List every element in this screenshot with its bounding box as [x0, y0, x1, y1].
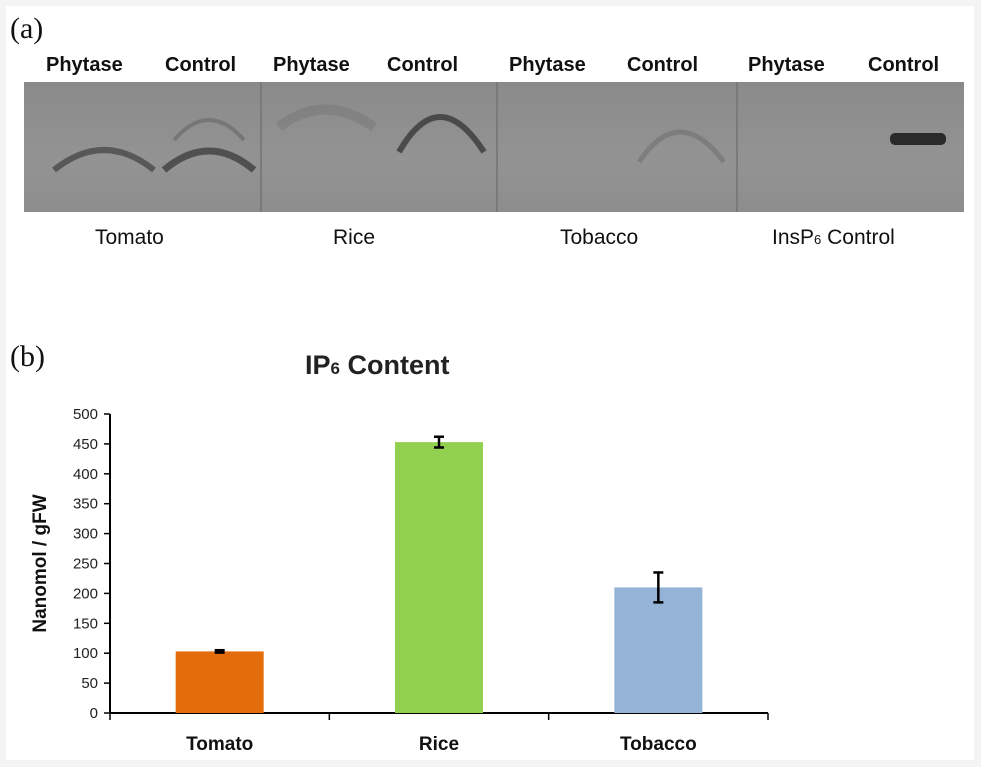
y-tick-label: 300	[73, 526, 98, 543]
panel-a-letter: (a)	[10, 12, 44, 45]
sample-label-tobacco: Tobacco	[560, 226, 639, 249]
y-tick-label: 500	[73, 406, 98, 423]
y-tick-label: 50	[81, 675, 98, 692]
gel-band	[636, 129, 726, 164]
gel-band	[275, 104, 377, 132]
y-tick-label: 100	[73, 645, 98, 662]
lane-header: Control	[627, 54, 699, 76]
y-tick-label: 450	[73, 436, 98, 453]
y-tick-label: 250	[73, 556, 98, 573]
gel-band	[172, 118, 246, 142]
panel-b-letter: (b)	[10, 340, 45, 373]
gel-image	[24, 82, 964, 212]
sample-label-tomato: Tomato	[95, 226, 164, 249]
lane-header: Phytase	[509, 54, 586, 76]
y-tick-label: 0	[90, 705, 98, 722]
gel-band	[161, 147, 257, 173]
gel-divider	[736, 82, 738, 212]
lane-header: Phytase	[273, 54, 350, 76]
bar-tobacco	[614, 587, 703, 713]
x-tick-label: Rice	[419, 734, 459, 755]
bar-tomato	[175, 651, 264, 713]
chart-title: IP6 Content	[305, 350, 450, 380]
x-tick-label: Tobacco	[620, 734, 697, 755]
lane-header: Phytase	[46, 54, 123, 76]
sample-label-insp6-control: InsP6 Control	[772, 226, 895, 249]
x-tick-label: Tomato	[186, 734, 253, 755]
gel-band	[890, 133, 946, 145]
y-tick-label: 350	[73, 496, 98, 513]
lane-header: Control	[165, 54, 237, 76]
gel-band	[396, 114, 487, 154]
sample-label-rice: Rice	[333, 226, 376, 249]
lane-header: Control	[868, 54, 940, 76]
y-tick-label: 200	[73, 585, 98, 602]
lane-header: Phytase	[748, 54, 825, 76]
lane-header: Control	[387, 54, 459, 76]
y-tick-label: 400	[73, 466, 98, 483]
y-tick-label: 150	[73, 615, 98, 632]
y-axis-label: Nanomol / gFW	[30, 494, 51, 632]
gel-band	[52, 147, 156, 173]
gel-divider	[260, 82, 262, 212]
bar-rice	[395, 442, 483, 713]
gel-divider	[496, 82, 498, 212]
gel-bands	[52, 104, 946, 173]
